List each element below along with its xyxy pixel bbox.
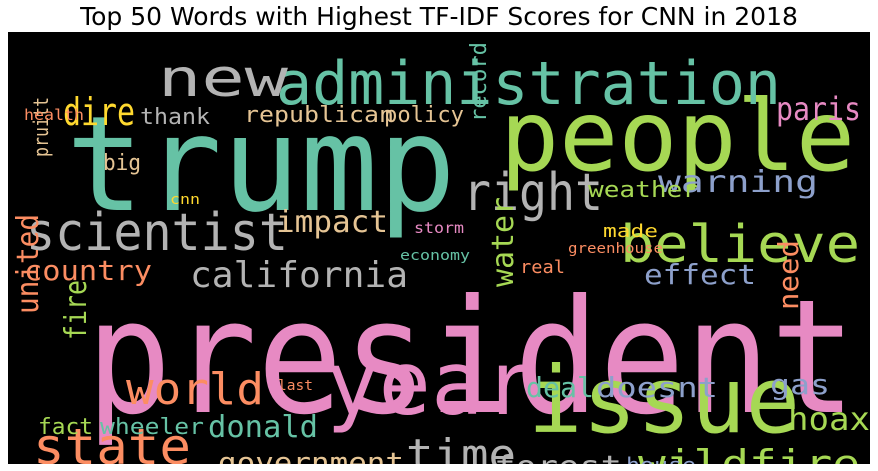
word-trump: trump bbox=[66, 88, 456, 242]
word-water: water bbox=[486, 197, 521, 287]
word-weather: weather bbox=[588, 178, 698, 203]
word-issue: issue bbox=[528, 347, 800, 454]
word-administration: administration bbox=[276, 49, 781, 119]
word-big: big bbox=[103, 151, 141, 176]
word-country: country bbox=[24, 254, 152, 287]
word-fact: fact bbox=[38, 415, 93, 440]
word-effect: effect bbox=[644, 258, 756, 291]
word-gas: gas bbox=[770, 368, 830, 401]
word-new: new bbox=[158, 49, 289, 109]
word-greenhouse: greenhouse bbox=[568, 241, 663, 257]
word-thank: thank bbox=[140, 105, 210, 130]
word-scientist: scientist bbox=[26, 203, 288, 263]
word-right: right bbox=[463, 163, 603, 223]
word-made: made bbox=[603, 221, 658, 242]
word-wheeler: wheeler bbox=[100, 415, 204, 440]
word-warning: warning bbox=[658, 165, 818, 200]
word-republican: republican bbox=[244, 103, 394, 128]
word-government: government bbox=[218, 446, 404, 464]
word-pruitt: pruitt bbox=[29, 97, 53, 157]
word-last: last bbox=[278, 378, 313, 394]
word-president: president bbox=[86, 266, 856, 450]
word-california: california bbox=[190, 255, 408, 296]
word-deal: deal bbox=[526, 371, 594, 404]
word-time: time bbox=[406, 430, 516, 464]
word-real: real bbox=[520, 257, 565, 278]
word-house: house bbox=[626, 453, 696, 464]
word-fire: fire bbox=[59, 280, 94, 340]
word-believe: believe bbox=[620, 215, 860, 275]
word-record: record bbox=[467, 42, 492, 122]
word-hoax: hoax bbox=[788, 400, 870, 438]
word-dire: dire bbox=[63, 90, 135, 134]
word-policy: policy bbox=[384, 103, 464, 128]
word-world: world bbox=[126, 364, 264, 415]
word-storm: storm bbox=[414, 219, 464, 237]
word-impact: impact bbox=[276, 205, 388, 240]
word-state: state bbox=[33, 418, 191, 464]
word-wildfire: wildfire bbox=[638, 442, 860, 464]
word-cnn: cnn bbox=[170, 192, 200, 208]
cloud-background bbox=[8, 32, 870, 464]
chart-title: Top 50 Words with Highest TF-IDF Scores … bbox=[80, 2, 798, 31]
word-united: united bbox=[11, 214, 46, 314]
word-people: people bbox=[500, 80, 855, 194]
word-doesnt: doesnt bbox=[596, 371, 718, 404]
word-health: health bbox=[24, 106, 84, 124]
word-year: year bbox=[326, 332, 536, 435]
word-donald: donald bbox=[208, 410, 318, 445]
word-need: need bbox=[772, 240, 805, 310]
word-forest: forest bbox=[494, 450, 622, 464]
word-economy: economy bbox=[400, 248, 470, 264]
word-paris: paris bbox=[776, 90, 861, 128]
